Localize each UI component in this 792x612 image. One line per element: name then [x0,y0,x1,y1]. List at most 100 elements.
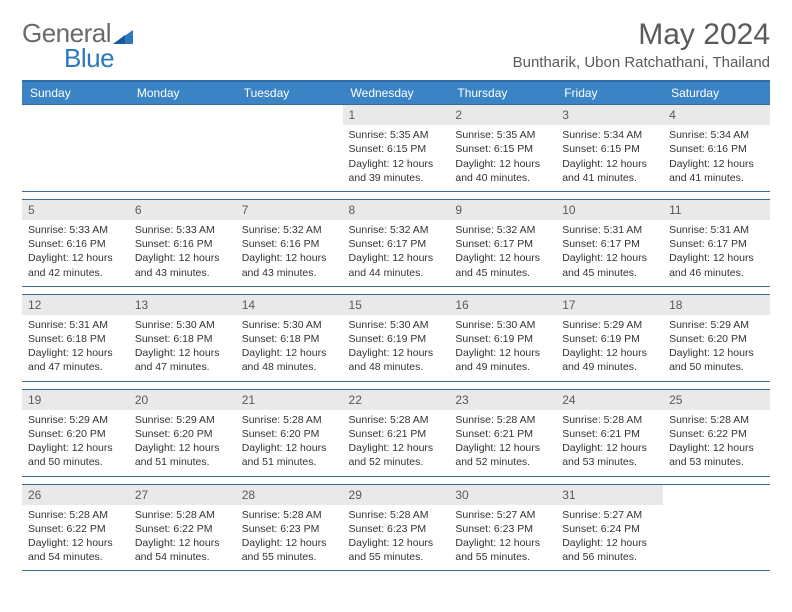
calendar-day-cell [22,105,129,192]
day-number: 9 [449,200,556,220]
daylight-text: Daylight: 12 hours and 49 minutes. [562,346,657,374]
calendar-day-cell: 29Sunrise: 5:28 AMSunset: 6:23 PMDayligh… [343,484,450,571]
daylight-text: Daylight: 12 hours and 48 minutes. [349,346,444,374]
calendar-day-cell: 14Sunrise: 5:30 AMSunset: 6:18 PMDayligh… [236,294,343,381]
sunrise-text: Sunrise: 5:28 AM [242,413,337,427]
month-title: May 2024 [513,18,770,52]
sunset-text: Sunset: 6:21 PM [562,427,657,441]
calendar-day-cell: 30Sunrise: 5:27 AMSunset: 6:23 PMDayligh… [449,484,556,571]
calendar-week-row: 1Sunrise: 5:35 AMSunset: 6:15 PMDaylight… [22,105,770,192]
daylight-text: Daylight: 12 hours and 55 minutes. [455,536,550,564]
calendar-week-row: 5Sunrise: 5:33 AMSunset: 6:16 PMDaylight… [22,199,770,286]
sunset-text: Sunset: 6:19 PM [349,332,444,346]
day-number: 29 [343,485,450,505]
calendar-week-row: 19Sunrise: 5:29 AMSunset: 6:20 PMDayligh… [22,389,770,476]
sunrise-text: Sunrise: 5:33 AM [135,223,230,237]
calendar-day-cell: 7Sunrise: 5:32 AMSunset: 6:16 PMDaylight… [236,199,343,286]
day-content: Sunrise: 5:30 AMSunset: 6:19 PMDaylight:… [449,315,556,381]
day-content: Sunrise: 5:30 AMSunset: 6:18 PMDaylight:… [236,315,343,381]
sunrise-text: Sunrise: 5:30 AM [135,318,230,332]
sunset-text: Sunset: 6:18 PM [28,332,123,346]
sunset-text: Sunset: 6:17 PM [562,237,657,251]
daylight-text: Daylight: 12 hours and 39 minutes. [349,157,444,185]
daylight-text: Daylight: 12 hours and 41 minutes. [669,157,764,185]
sunset-text: Sunset: 6:24 PM [562,522,657,536]
calendar-day-cell: 25Sunrise: 5:28 AMSunset: 6:22 PMDayligh… [663,389,770,476]
calendar-day-cell: 2Sunrise: 5:35 AMSunset: 6:15 PMDaylight… [449,105,556,192]
daylight-text: Daylight: 12 hours and 56 minutes. [562,536,657,564]
daylight-text: Daylight: 12 hours and 54 minutes. [28,536,123,564]
daylight-text: Daylight: 12 hours and 47 minutes. [28,346,123,374]
sunrise-text: Sunrise: 5:29 AM [562,318,657,332]
daylight-text: Daylight: 12 hours and 53 minutes. [669,441,764,469]
calendar-day-cell: 21Sunrise: 5:28 AMSunset: 6:20 PMDayligh… [236,389,343,476]
daylight-text: Daylight: 12 hours and 50 minutes. [28,441,123,469]
weekday-header: Thursday [449,81,556,105]
calendar-day-cell: 4Sunrise: 5:34 AMSunset: 6:16 PMDaylight… [663,105,770,192]
calendar-day-cell: 28Sunrise: 5:28 AMSunset: 6:23 PMDayligh… [236,484,343,571]
daylight-text: Daylight: 12 hours and 41 minutes. [562,157,657,185]
sunset-text: Sunset: 6:20 PM [135,427,230,441]
calendar-day-cell: 15Sunrise: 5:30 AMSunset: 6:19 PMDayligh… [343,294,450,381]
day-number: 19 [22,390,129,410]
day-number: 18 [663,295,770,315]
daylight-text: Daylight: 12 hours and 51 minutes. [242,441,337,469]
calendar-day-cell: 1Sunrise: 5:35 AMSunset: 6:15 PMDaylight… [343,105,450,192]
day-content: Sunrise: 5:28 AMSunset: 6:21 PMDaylight:… [556,410,663,476]
calendar-day-cell: 20Sunrise: 5:29 AMSunset: 6:20 PMDayligh… [129,389,236,476]
sunset-text: Sunset: 6:21 PM [455,427,550,441]
calendar-day-cell: 16Sunrise: 5:30 AMSunset: 6:19 PMDayligh… [449,294,556,381]
day-content: Sunrise: 5:33 AMSunset: 6:16 PMDaylight:… [22,220,129,286]
sunset-text: Sunset: 6:22 PM [135,522,230,536]
sunset-text: Sunset: 6:23 PM [242,522,337,536]
day-content: Sunrise: 5:28 AMSunset: 6:22 PMDaylight:… [663,410,770,476]
day-content: Sunrise: 5:28 AMSunset: 6:22 PMDaylight:… [22,505,129,571]
day-content: Sunrise: 5:29 AMSunset: 6:20 PMDaylight:… [129,410,236,476]
calendar-day-cell: 11Sunrise: 5:31 AMSunset: 6:17 PMDayligh… [663,199,770,286]
sunrise-text: Sunrise: 5:33 AM [28,223,123,237]
calendar-day-cell: 6Sunrise: 5:33 AMSunset: 6:16 PMDaylight… [129,199,236,286]
calendar-day-cell: 26Sunrise: 5:28 AMSunset: 6:22 PMDayligh… [22,484,129,571]
day-number: 10 [556,200,663,220]
brand-triangle-icon [113,28,133,49]
calendar-table: SundayMondayTuesdayWednesdayThursdayFrid… [22,80,770,571]
sunset-text: Sunset: 6:18 PM [135,332,230,346]
sunrise-text: Sunrise: 5:29 AM [28,413,123,427]
sunset-text: Sunset: 6:18 PM [242,332,337,346]
day-number: 21 [236,390,343,410]
day-content: Sunrise: 5:27 AMSunset: 6:23 PMDaylight:… [449,505,556,571]
page-header: GeneralBlue May 2024 Buntharik, Ubon Rat… [22,18,770,74]
daylight-text: Daylight: 12 hours and 47 minutes. [135,346,230,374]
daylight-text: Daylight: 12 hours and 42 minutes. [28,251,123,279]
sunrise-text: Sunrise: 5:31 AM [669,223,764,237]
day-content: Sunrise: 5:30 AMSunset: 6:19 PMDaylight:… [343,315,450,381]
sunrise-text: Sunrise: 5:31 AM [562,223,657,237]
day-number: 31 [556,485,663,505]
sunrise-text: Sunrise: 5:31 AM [28,318,123,332]
sunrise-text: Sunrise: 5:32 AM [349,223,444,237]
calendar-day-cell [663,484,770,571]
weekday-header: Saturday [663,81,770,105]
sunrise-text: Sunrise: 5:32 AM [242,223,337,237]
weekday-header: Tuesday [236,81,343,105]
day-content: Sunrise: 5:29 AMSunset: 6:20 PMDaylight:… [22,410,129,476]
sunrise-text: Sunrise: 5:29 AM [135,413,230,427]
calendar-header-row: SundayMondayTuesdayWednesdayThursdayFrid… [22,81,770,105]
day-content: Sunrise: 5:31 AMSunset: 6:18 PMDaylight:… [22,315,129,381]
day-number: 24 [556,390,663,410]
sunset-text: Sunset: 6:17 PM [669,237,764,251]
brand-logo: GeneralBlue [22,18,133,74]
calendar-day-cell: 8Sunrise: 5:32 AMSunset: 6:17 PMDaylight… [343,199,450,286]
sunrise-text: Sunrise: 5:28 AM [669,413,764,427]
sunrise-text: Sunrise: 5:30 AM [455,318,550,332]
day-content: Sunrise: 5:35 AMSunset: 6:15 PMDaylight:… [449,125,556,191]
sunset-text: Sunset: 6:19 PM [455,332,550,346]
weekday-header: Wednesday [343,81,450,105]
sunset-text: Sunset: 6:16 PM [135,237,230,251]
calendar-day-cell: 13Sunrise: 5:30 AMSunset: 6:18 PMDayligh… [129,294,236,381]
day-number: 14 [236,295,343,315]
title-block: May 2024 Buntharik, Ubon Ratchathani, Th… [513,18,770,71]
sunset-text: Sunset: 6:22 PM [669,427,764,441]
daylight-text: Daylight: 12 hours and 48 minutes. [242,346,337,374]
day-content: Sunrise: 5:28 AMSunset: 6:21 PMDaylight:… [449,410,556,476]
